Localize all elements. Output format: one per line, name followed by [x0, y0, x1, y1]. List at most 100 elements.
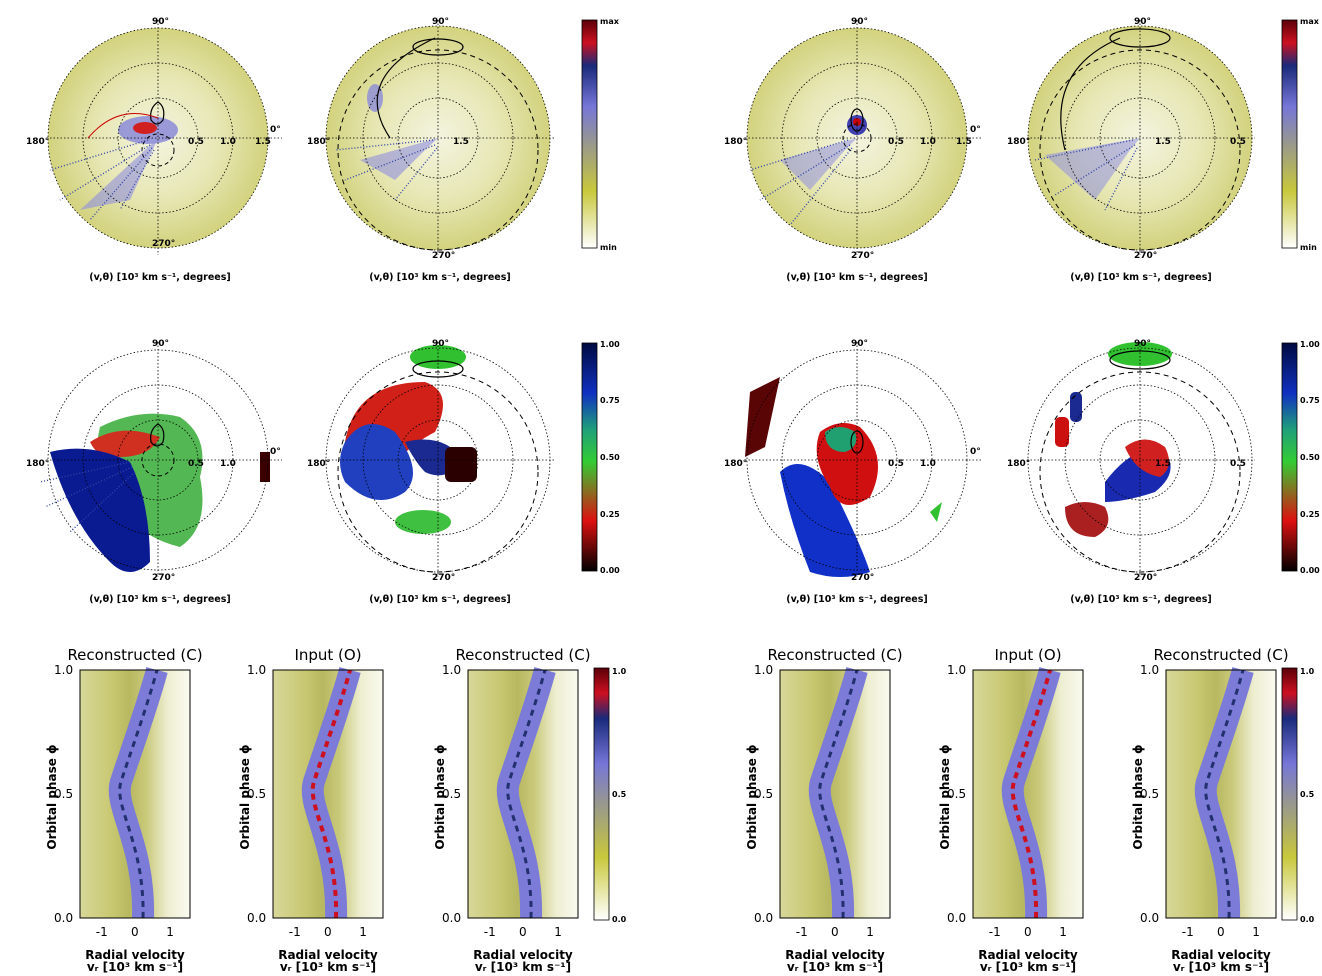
colorbar-tick: 1.00 — [600, 340, 620, 349]
trailed-xlabel-line1: Radial velocity — [473, 948, 573, 962]
angle-label-0: 0° — [970, 125, 981, 135]
angle-label-270: 270° — [152, 573, 175, 583]
colorbar-min: min — [1300, 243, 1317, 252]
trailed-ytick: 1.0 — [54, 664, 73, 677]
angle-label-90: 90° — [1134, 339, 1151, 349]
trailed-ytick: 0.5 — [247, 787, 266, 801]
trailed-spectrum-plot: 1.0 0.5 0.0 -1 0 1 — [754, 664, 891, 939]
ring-label: 1.0 — [220, 137, 236, 147]
trailed-spectrum-plot: 1.0 0.5 0.0 -1 0 1 — [1140, 664, 1277, 939]
trailed-xtick: -1 — [289, 925, 301, 939]
angle-label-270: 270° — [851, 251, 874, 261]
trailed-xlabel: Radial velocity vᵣ [10³ km s⁻¹] — [953, 949, 1103, 973]
trailed-spectrum-plot: 1.0 0.5 0.0 -1 0 1 — [247, 664, 384, 939]
polar-caption: (v,θ) [10³ km s⁻¹, degrees] — [369, 594, 511, 605]
angle-label-0: 0° — [970, 447, 981, 457]
trailed-xlabel-line2: vᵣ [10³ km s⁻¹] — [979, 960, 1077, 974]
angle-label-90: 90° — [851, 339, 868, 349]
trailed-xtick: 0 — [1217, 925, 1225, 939]
fraction-map-3: 90° 180° 270° 0° 0.5 1.0 — [724, 339, 982, 583]
ring-label: 1.0 — [220, 459, 236, 469]
ring-label: 0.5 — [1230, 459, 1246, 469]
trailed-title: Input (O) — [294, 646, 362, 664]
angle-label-270: 270° — [1134, 573, 1157, 583]
colorbar-fraction-1: 1.00 0.75 0.50 0.25 0.00 — [581, 340, 620, 575]
polar-caption: (v,θ) [10³ km s⁻¹, degrees] — [1070, 272, 1212, 283]
trailed-xlabel-line2: vᵣ [10³ km s⁻¹] — [474, 960, 572, 974]
angle-label-90: 90° — [1134, 17, 1151, 27]
ring-label: 1.5 — [453, 137, 469, 147]
trailed-title: Reconstructed (C) — [455, 646, 591, 664]
ring-label: 0.5 — [888, 137, 904, 147]
colorbar-tick: 0.0 — [1300, 915, 1315, 924]
angle-label-270: 270° — [432, 251, 455, 261]
angle-label-180: 180° — [307, 459, 330, 469]
polar-map-1: 90° 180° 270° 0° 0.5 1.0 1.5 — [26, 17, 282, 255]
ring-label: 0.5 — [1230, 137, 1246, 147]
angle-label-90: 90° — [432, 339, 449, 349]
angle-label-180: 180° — [26, 137, 49, 147]
angle-label-90: 90° — [152, 17, 169, 27]
colorbar-tick: 1.0 — [1300, 667, 1315, 676]
trailed-xtick: -1 — [796, 925, 808, 939]
ring-label: 0.5 — [188, 459, 204, 469]
colorbar-tick: 0.50 — [1300, 453, 1320, 462]
ring-label: 1.0 — [920, 137, 936, 147]
polar-map-2: 90° 180° 270° 1.5 — [307, 17, 555, 261]
ring-label: 1.5 — [1155, 137, 1171, 147]
trailed-xtick: 0 — [131, 925, 139, 939]
angle-label-270: 270° — [432, 573, 455, 583]
angle-label-270: 270° — [152, 239, 175, 249]
trailed-xlabel-line1: Radial velocity — [785, 948, 885, 962]
trailed-ytick: 0.5 — [54, 787, 73, 801]
angle-label-270: 270° — [851, 573, 874, 583]
polar-caption: (v,θ) [10³ km s⁻¹, degrees] — [1070, 594, 1212, 605]
trailed-ytick: 0.0 — [247, 911, 266, 925]
trailed-xtick: 1 — [166, 925, 174, 939]
trailed-xtick: 0 — [1024, 925, 1032, 939]
trailed-xlabel: Radial velocity vᵣ [10³ km s⁻¹] — [448, 949, 598, 973]
trailed-xtick: 1 — [554, 925, 562, 939]
trailed-xlabel-line2: vᵣ [10³ km s⁻¹] — [786, 960, 884, 974]
polar-caption: (v,θ) [10³ km s⁻¹, degrees] — [786, 594, 928, 605]
colorbar-tick: 0.0 — [612, 915, 627, 924]
trailed-ytick: 0.0 — [754, 911, 773, 925]
trailed-ytick: 1.0 — [442, 664, 461, 677]
trailed-ytick: 1.0 — [947, 664, 966, 677]
trailed-xtick: -1 — [1182, 925, 1194, 939]
ring-label: 1.5 — [255, 137, 271, 147]
trailed-ytick: 0.5 — [754, 787, 773, 801]
colorbar-min: min — [600, 243, 617, 252]
trailed-xtick: -1 — [484, 925, 496, 939]
trailed-xlabel: Radial velocity vᵣ [10³ km s⁻¹] — [760, 949, 910, 973]
trailed-xtick: 1 — [1252, 925, 1260, 939]
trailed-title: Reconstructed (C) — [767, 646, 903, 664]
trailed-title: Reconstructed (C) — [67, 646, 203, 664]
polar-caption: (v,θ) [10³ km s⁻¹, degrees] — [89, 272, 231, 283]
colorbar-tick: 0.50 — [600, 453, 620, 462]
colorbar-max: max — [1300, 17, 1320, 26]
angle-label-90: 90° — [152, 339, 169, 349]
angle-label-0: 0° — [270, 447, 281, 457]
colorbar-tick: 0.75 — [600, 396, 620, 405]
angle-label-180: 180° — [724, 459, 747, 469]
trailed-title: Reconstructed (C) — [1153, 646, 1289, 664]
colorbar-tick: 1.0 — [612, 667, 627, 676]
angle-label-180: 180° — [307, 137, 330, 147]
trailed-xlabel-line2: vᵣ [10³ km s⁻¹] — [279, 960, 377, 974]
trailed-xlabel: Radial velocity vᵣ [10³ km s⁻¹] — [1146, 949, 1296, 973]
polar-caption: (v,θ) [10³ km s⁻¹, degrees] — [89, 594, 231, 605]
trailed-xlabel-line2: vᵣ [10³ km s⁻¹] — [1172, 960, 1270, 974]
trailed-xtick: 0 — [831, 925, 839, 939]
trailed-ytick: 0.5 — [1140, 787, 1159, 801]
colorbar-tick: 0.75 — [1300, 396, 1320, 405]
trailed-ytick: 0.0 — [1140, 911, 1159, 925]
trailed-xtick: 0 — [519, 925, 527, 939]
angle-label-180: 180° — [1007, 459, 1030, 469]
ring-label: 0.5 — [888, 459, 904, 469]
fraction-map-4: 90° 180° 270° 1.5 0.5 — [1007, 339, 1255, 583]
fraction-map-1: 90° 180° 270° 0° 0.5 1.0 — [26, 339, 282, 583]
angle-label-90: 90° — [851, 17, 868, 27]
angle-label-270: 270° — [1134, 251, 1157, 261]
trailed-xtick: -1 — [96, 925, 108, 939]
